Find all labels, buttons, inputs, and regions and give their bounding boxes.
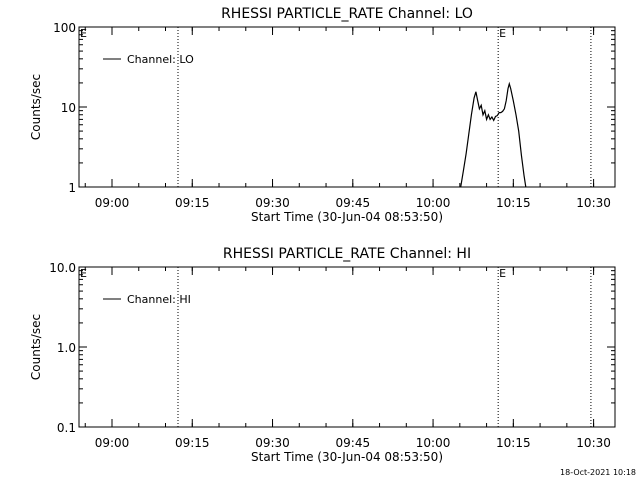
chart-title: RHESSI PARTICLE_RATE Channel: HI (223, 246, 471, 262)
footer-date-stamp: 18-Oct-2021 10:18 (560, 468, 636, 477)
y-tick-label: 10 (61, 101, 76, 115)
chart-panel-1: RHESSI PARTICLE_RATE Channel: LO 09:00 09:… (29, 6, 616, 224)
x-tick-label: 10:15 (496, 436, 531, 450)
legend-entry: Channel: HI (127, 293, 191, 306)
x-tick-label: 10:30 (576, 196, 611, 210)
x-tick-label: 09:15 (175, 436, 210, 450)
x-tick-label: 09:30 (255, 436, 290, 450)
event-marker-label: E (499, 267, 506, 280)
x-tick-label: 10:15 (496, 196, 531, 210)
series-line (460, 81, 527, 188)
x-tick-label: 10:00 (416, 196, 451, 210)
plot-frame (78, 26, 616, 188)
x-tick-label: 10:00 (416, 436, 451, 450)
x-tick-label: 09:00 (95, 196, 130, 210)
y-tick-label: 1 (68, 181, 76, 195)
y-axis-label: Counts/sec (29, 314, 43, 380)
x-tick-label: 09:45 (336, 436, 371, 450)
y-tick-label: 0.1 (57, 421, 76, 435)
left-edge-marker-label: E (80, 267, 87, 280)
x-axis-label: Start Time (30-Jun-04 08:53:50) (251, 450, 443, 464)
y-axis-label: Counts/sec (29, 74, 43, 140)
x-tick-label: 09:15 (175, 196, 210, 210)
plot-frame (78, 266, 616, 428)
x-axis-label: Start Time (30-Jun-04 08:53:50) (251, 210, 443, 224)
y-tick-label: 100 (53, 21, 76, 35)
chart-title: RHESSI PARTICLE_RATE Channel: LO (221, 6, 473, 22)
x-tick-label: 10:30 (576, 436, 611, 450)
x-tick-label: 09:30 (255, 196, 290, 210)
event-marker-label: E (499, 27, 506, 40)
y-tick-label: 1.0 (57, 341, 76, 355)
y-tick-label: 10.0 (49, 261, 76, 275)
legend-entry: Channel: LO (127, 53, 194, 66)
x-tick-label: 09:00 (95, 436, 130, 450)
left-edge-marker-label: E (80, 27, 87, 40)
x-tick-label: 09:45 (336, 196, 371, 210)
chart-panel-2: RHESSI PARTICLE_RATE Channel: HI 09:00 09:… (29, 246, 616, 464)
